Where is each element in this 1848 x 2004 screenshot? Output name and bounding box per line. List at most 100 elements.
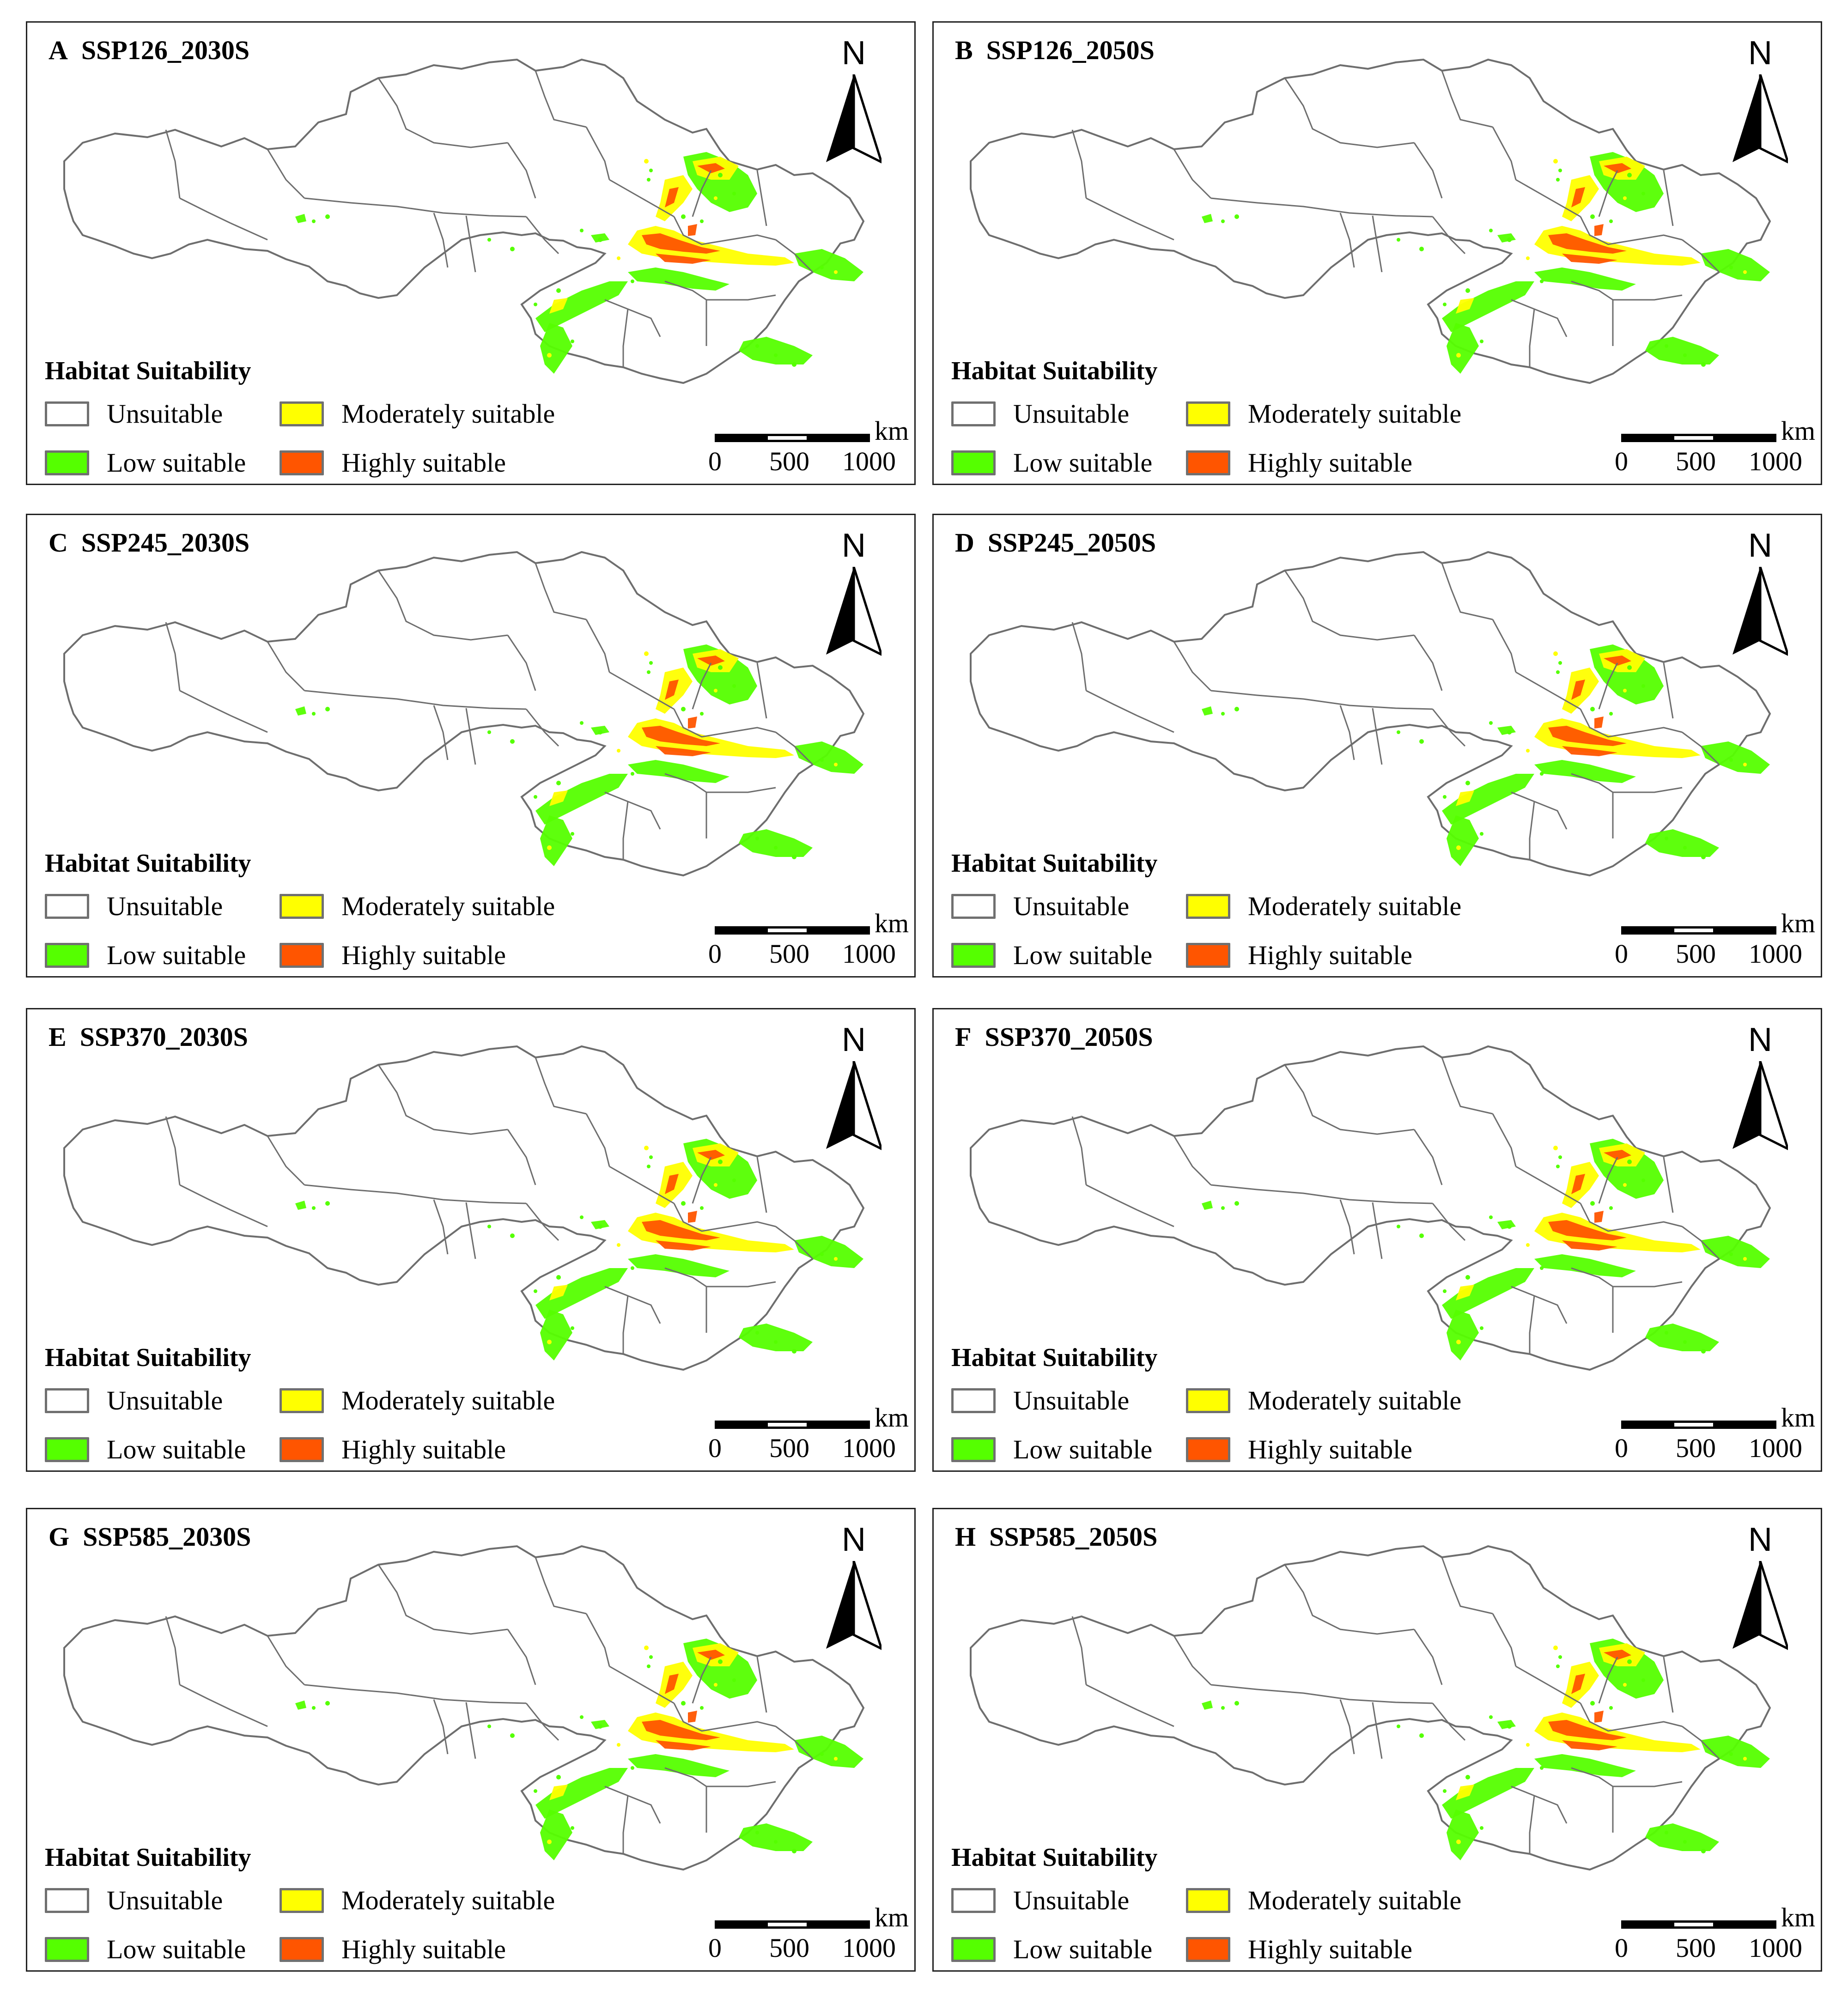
suitability-patch bbox=[1683, 353, 1687, 357]
suitability-patch bbox=[1443, 1289, 1447, 1293]
admin-boundary bbox=[1284, 1064, 1415, 1135]
scale-bar: km 0 500 1000 bbox=[708, 1904, 909, 1967]
admin-boundary bbox=[585, 619, 610, 673]
suitability-patch bbox=[714, 1183, 717, 1187]
map-panel-f: F SSP370_2050S N Habitat Suitability Uns… bbox=[932, 1008, 1822, 1472]
suitability-patch bbox=[700, 1206, 704, 1210]
suitability-patch bbox=[1234, 1201, 1239, 1206]
admin-boundary bbox=[1492, 1113, 1517, 1167]
suitability-area-low bbox=[1534, 1754, 1636, 1777]
suitability-area-low bbox=[1447, 1810, 1479, 1860]
admin-boundary bbox=[1173, 1136, 1212, 1186]
suitability-patch bbox=[1590, 1201, 1595, 1206]
suitability-patch bbox=[1221, 1706, 1225, 1710]
admin-boundary bbox=[1413, 142, 1443, 199]
panel-letter: G bbox=[49, 1522, 70, 1552]
suitability-patch bbox=[644, 1646, 649, 1650]
suitability-area-high bbox=[665, 187, 679, 207]
suitability-area-low bbox=[1447, 1310, 1479, 1360]
admin-boundary bbox=[179, 1184, 231, 1211]
suitability-patch bbox=[1665, 344, 1668, 348]
suitability-area-low bbox=[628, 760, 729, 783]
admin-boundary bbox=[775, 1226, 814, 1260]
admin-boundary bbox=[706, 1281, 776, 1287]
panel-scenario: SSP370_2050S bbox=[985, 1022, 1153, 1052]
suitability-area-high bbox=[1571, 680, 1585, 700]
suitability-patch bbox=[681, 1701, 686, 1706]
suitability-patch bbox=[792, 1849, 796, 1853]
map-panel-d: D SSP245_2050S N Habitat Suitability Uns… bbox=[932, 514, 1822, 978]
admin-boundary bbox=[1339, 1199, 1355, 1255]
suitability-patch bbox=[1590, 1701, 1595, 1706]
suitability-patch bbox=[571, 832, 574, 836]
admin-boundary bbox=[1492, 1613, 1517, 1667]
legend: Habitat Suitability Unsuitable Moderatel… bbox=[951, 1343, 1552, 1468]
legend-label: Unsuitable bbox=[107, 891, 223, 921]
scale-bar: km 0 500 1000 bbox=[1615, 1904, 1815, 1967]
panel-letter: E bbox=[49, 1022, 67, 1052]
suitability-area-low bbox=[540, 1810, 572, 1860]
admin-boundary bbox=[775, 1725, 814, 1760]
panel-title: C SSP245_2030S bbox=[49, 527, 249, 558]
legend-label: Low suitable bbox=[107, 1934, 246, 1964]
admin-boundary bbox=[165, 622, 181, 691]
admin-boundary bbox=[1086, 197, 1137, 224]
suitability-patch bbox=[1558, 661, 1562, 665]
legend-label: Moderately suitable bbox=[341, 1385, 555, 1415]
admin-boundary bbox=[1071, 1616, 1087, 1685]
panel-letter: A bbox=[49, 35, 68, 65]
admin-boundary bbox=[1529, 801, 1535, 860]
suitability-patch bbox=[556, 1775, 561, 1779]
admin-boundary bbox=[377, 78, 508, 148]
admin-boundary bbox=[1137, 715, 1174, 733]
suitability-patch bbox=[834, 1257, 838, 1261]
map-panel-c: C SSP245_2030S N Habitat Suitability Uns… bbox=[26, 514, 916, 978]
habitat-map bbox=[970, 551, 1771, 877]
scale-tick: 1000 bbox=[842, 1933, 896, 1963]
suitability-area-high bbox=[1604, 163, 1631, 173]
suitability-patch bbox=[556, 781, 561, 785]
admin-boundary bbox=[664, 280, 707, 346]
suitability-patch bbox=[534, 795, 537, 799]
habitat-map bbox=[63, 1045, 865, 1371]
admin-boundary bbox=[1432, 709, 1466, 747]
legend-label: Moderately suitable bbox=[341, 399, 555, 429]
suitability-patch bbox=[580, 1215, 584, 1219]
legend-label: Highly suitable bbox=[1248, 448, 1413, 478]
suitability-patch bbox=[571, 1826, 574, 1830]
admin-boundary bbox=[609, 1665, 675, 1704]
scale-tick: 500 bbox=[1676, 1933, 1716, 1963]
suitability-patch bbox=[1701, 1849, 1706, 1853]
suitability-patch bbox=[556, 1275, 561, 1280]
suitability-patch bbox=[700, 1706, 704, 1710]
admin-boundary bbox=[1492, 619, 1517, 673]
admin-boundary bbox=[525, 1203, 559, 1241]
suitability-patch bbox=[1465, 1775, 1470, 1779]
admin-boundary bbox=[1580, 216, 1683, 245]
admin-boundary bbox=[604, 1286, 661, 1324]
suitability-area-high bbox=[697, 163, 725, 173]
suitability-patch bbox=[1558, 1155, 1562, 1159]
suitability-patch bbox=[1526, 1743, 1530, 1747]
legend-label: Low suitable bbox=[1013, 448, 1153, 478]
admin-boundary bbox=[622, 801, 629, 860]
legend-label: Highly suitable bbox=[1248, 1934, 1413, 1964]
admin-boundary bbox=[377, 570, 508, 641]
admin-boundary bbox=[1137, 1209, 1174, 1227]
suitability-area-high bbox=[656, 254, 711, 264]
suitability-area-high bbox=[1594, 224, 1604, 236]
admin-boundary bbox=[1071, 129, 1087, 199]
suitability-patch bbox=[1641, 1678, 1645, 1682]
suitability-patch bbox=[681, 1201, 686, 1206]
suitability-patch bbox=[755, 1831, 759, 1834]
north-arrow-icon bbox=[1732, 1561, 1788, 1650]
suitability-area-low bbox=[628, 1254, 729, 1277]
suitability-patch bbox=[1540, 1266, 1544, 1270]
suitability-patch bbox=[1627, 1659, 1632, 1664]
admin-boundary bbox=[433, 1199, 449, 1255]
panel-letter: B bbox=[955, 35, 973, 65]
suitability-area-low bbox=[1701, 741, 1770, 774]
suitability-patch bbox=[649, 661, 653, 665]
suitability-patch bbox=[1553, 159, 1558, 164]
admin-boundary bbox=[507, 1629, 536, 1685]
